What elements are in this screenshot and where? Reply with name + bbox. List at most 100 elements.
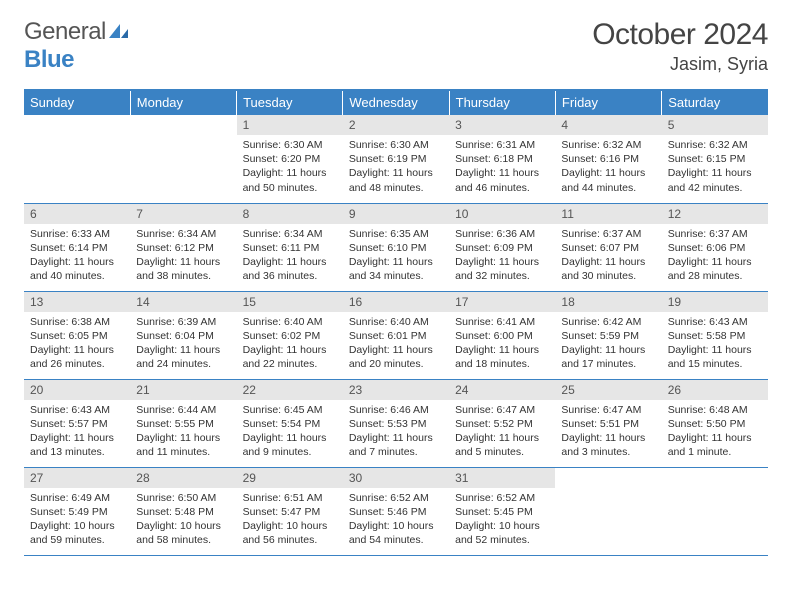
day-details: Sunrise: 6:39 AMSunset: 6:04 PMDaylight:…	[130, 312, 236, 376]
day-details: Sunrise: 6:34 AMSunset: 6:12 PMDaylight:…	[130, 224, 236, 288]
header: GeneralBlue October 2024 Jasim, Syria	[24, 18, 768, 75]
calendar-cell: 10Sunrise: 6:36 AMSunset: 6:09 PMDayligh…	[449, 203, 555, 291]
day-header: Tuesday	[237, 90, 343, 115]
day-details: Sunrise: 6:49 AMSunset: 5:49 PMDaylight:…	[24, 488, 130, 552]
calendar-cell: 4Sunrise: 6:32 AMSunset: 6:16 PMDaylight…	[555, 115, 661, 203]
logo-text-gray: General	[24, 18, 106, 45]
day-details: Sunrise: 6:32 AMSunset: 6:15 PMDaylight:…	[662, 135, 768, 199]
calendar-cell: 12Sunrise: 6:37 AMSunset: 6:06 PMDayligh…	[662, 203, 768, 291]
calendar-cell	[130, 115, 236, 203]
calendar-cell: 1Sunrise: 6:30 AMSunset: 6:20 PMDaylight…	[237, 115, 343, 203]
day-number: 5	[662, 115, 768, 135]
day-details: Sunrise: 6:43 AMSunset: 5:58 PMDaylight:…	[662, 312, 768, 376]
day-header: Wednesday	[343, 90, 449, 115]
day-header: Saturday	[662, 90, 768, 115]
day-header: Monday	[130, 90, 236, 115]
day-details: Sunrise: 6:37 AMSunset: 6:07 PMDaylight:…	[555, 224, 661, 288]
calendar-cell: 28Sunrise: 6:50 AMSunset: 5:48 PMDayligh…	[130, 467, 236, 555]
logo: GeneralBlue	[24, 18, 130, 74]
day-number: 4	[555, 115, 661, 135]
day-number: 26	[662, 380, 768, 400]
calendar-cell: 13Sunrise: 6:38 AMSunset: 6:05 PMDayligh…	[24, 291, 130, 379]
calendar-cell: 3Sunrise: 6:31 AMSunset: 6:18 PMDaylight…	[449, 115, 555, 203]
day-details: Sunrise: 6:31 AMSunset: 6:18 PMDaylight:…	[449, 135, 555, 199]
day-header: Sunday	[24, 90, 130, 115]
calendar-cell	[24, 115, 130, 203]
day-number: 3	[449, 115, 555, 135]
day-header-row: Sunday Monday Tuesday Wednesday Thursday…	[24, 90, 768, 115]
day-details: Sunrise: 6:51 AMSunset: 5:47 PMDaylight:…	[237, 488, 343, 552]
calendar-cell: 23Sunrise: 6:46 AMSunset: 5:53 PMDayligh…	[343, 379, 449, 467]
day-details: Sunrise: 6:52 AMSunset: 5:45 PMDaylight:…	[449, 488, 555, 552]
day-details: Sunrise: 6:30 AMSunset: 6:20 PMDaylight:…	[237, 135, 343, 199]
calendar-cell: 2Sunrise: 6:30 AMSunset: 6:19 PMDaylight…	[343, 115, 449, 203]
calendar-cell: 11Sunrise: 6:37 AMSunset: 6:07 PMDayligh…	[555, 203, 661, 291]
logo-text-blue: Blue	[24, 46, 74, 73]
day-details: Sunrise: 6:43 AMSunset: 5:57 PMDaylight:…	[24, 400, 130, 464]
day-number: 13	[24, 292, 130, 312]
day-number: 19	[662, 292, 768, 312]
day-number: 25	[555, 380, 661, 400]
day-number: 1	[237, 115, 343, 135]
day-details: Sunrise: 6:30 AMSunset: 6:19 PMDaylight:…	[343, 135, 449, 199]
location-subtitle: Jasim, Syria	[592, 54, 768, 75]
day-details: Sunrise: 6:47 AMSunset: 5:51 PMDaylight:…	[555, 400, 661, 464]
day-number: 7	[130, 204, 236, 224]
calendar-cell: 24Sunrise: 6:47 AMSunset: 5:52 PMDayligh…	[449, 379, 555, 467]
calendar-cell: 7Sunrise: 6:34 AMSunset: 6:12 PMDaylight…	[130, 203, 236, 291]
day-number: 27	[24, 468, 130, 488]
calendar-row: 20Sunrise: 6:43 AMSunset: 5:57 PMDayligh…	[24, 379, 768, 467]
day-number: 24	[449, 380, 555, 400]
logo-sail-icon	[108, 18, 130, 46]
calendar-cell: 30Sunrise: 6:52 AMSunset: 5:46 PMDayligh…	[343, 467, 449, 555]
calendar-cell: 27Sunrise: 6:49 AMSunset: 5:49 PMDayligh…	[24, 467, 130, 555]
day-number: 22	[237, 380, 343, 400]
calendar-cell: 26Sunrise: 6:48 AMSunset: 5:50 PMDayligh…	[662, 379, 768, 467]
calendar-cell: 22Sunrise: 6:45 AMSunset: 5:54 PMDayligh…	[237, 379, 343, 467]
calendar-cell: 20Sunrise: 6:43 AMSunset: 5:57 PMDayligh…	[24, 379, 130, 467]
day-number: 29	[237, 468, 343, 488]
calendar-cell: 19Sunrise: 6:43 AMSunset: 5:58 PMDayligh…	[662, 291, 768, 379]
calendar-cell: 6Sunrise: 6:33 AMSunset: 6:14 PMDaylight…	[24, 203, 130, 291]
calendar-cell: 15Sunrise: 6:40 AMSunset: 6:02 PMDayligh…	[237, 291, 343, 379]
day-number: 30	[343, 468, 449, 488]
day-details: Sunrise: 6:48 AMSunset: 5:50 PMDaylight:…	[662, 400, 768, 464]
day-number: 11	[555, 204, 661, 224]
calendar-row: 6Sunrise: 6:33 AMSunset: 6:14 PMDaylight…	[24, 203, 768, 291]
calendar-cell	[662, 467, 768, 555]
page-title: October 2024	[592, 18, 768, 52]
day-details: Sunrise: 6:40 AMSunset: 6:02 PMDaylight:…	[237, 312, 343, 376]
day-number: 14	[130, 292, 236, 312]
title-block: October 2024 Jasim, Syria	[592, 18, 768, 75]
calendar-cell: 25Sunrise: 6:47 AMSunset: 5:51 PMDayligh…	[555, 379, 661, 467]
day-number: 6	[24, 204, 130, 224]
day-details: Sunrise: 6:47 AMSunset: 5:52 PMDaylight:…	[449, 400, 555, 464]
day-number: 15	[237, 292, 343, 312]
day-details: Sunrise: 6:33 AMSunset: 6:14 PMDaylight:…	[24, 224, 130, 288]
calendar-row: 27Sunrise: 6:49 AMSunset: 5:49 PMDayligh…	[24, 467, 768, 555]
calendar-cell: 14Sunrise: 6:39 AMSunset: 6:04 PMDayligh…	[130, 291, 236, 379]
day-number: 9	[343, 204, 449, 224]
day-details: Sunrise: 6:41 AMSunset: 6:00 PMDaylight:…	[449, 312, 555, 376]
calendar-cell: 21Sunrise: 6:44 AMSunset: 5:55 PMDayligh…	[130, 379, 236, 467]
day-number: 8	[237, 204, 343, 224]
logo-text: GeneralBlue	[24, 18, 130, 74]
day-number: 12	[662, 204, 768, 224]
day-number: 21	[130, 380, 236, 400]
day-details: Sunrise: 6:38 AMSunset: 6:05 PMDaylight:…	[24, 312, 130, 376]
calendar-cell: 8Sunrise: 6:34 AMSunset: 6:11 PMDaylight…	[237, 203, 343, 291]
day-details: Sunrise: 6:40 AMSunset: 6:01 PMDaylight:…	[343, 312, 449, 376]
day-details: Sunrise: 6:32 AMSunset: 6:16 PMDaylight:…	[555, 135, 661, 199]
day-details: Sunrise: 6:52 AMSunset: 5:46 PMDaylight:…	[343, 488, 449, 552]
day-number: 10	[449, 204, 555, 224]
day-details: Sunrise: 6:42 AMSunset: 5:59 PMDaylight:…	[555, 312, 661, 376]
day-number: 16	[343, 292, 449, 312]
day-details: Sunrise: 6:44 AMSunset: 5:55 PMDaylight:…	[130, 400, 236, 464]
day-number: 17	[449, 292, 555, 312]
day-details: Sunrise: 6:46 AMSunset: 5:53 PMDaylight:…	[343, 400, 449, 464]
calendar-cell: 31Sunrise: 6:52 AMSunset: 5:45 PMDayligh…	[449, 467, 555, 555]
calendar-row: 1Sunrise: 6:30 AMSunset: 6:20 PMDaylight…	[24, 115, 768, 203]
day-details: Sunrise: 6:35 AMSunset: 6:10 PMDaylight:…	[343, 224, 449, 288]
calendar-cell	[555, 467, 661, 555]
day-details: Sunrise: 6:36 AMSunset: 6:09 PMDaylight:…	[449, 224, 555, 288]
